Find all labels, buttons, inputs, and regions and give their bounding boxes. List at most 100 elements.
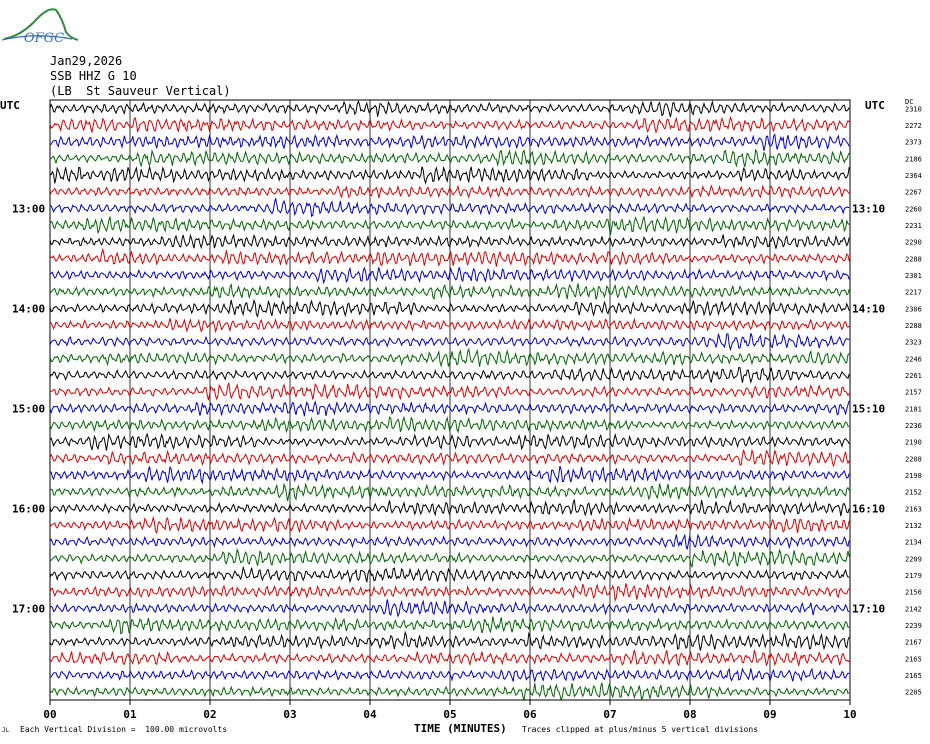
- trace-row-26: [49, 515, 850, 535]
- trace-row-24: [49, 482, 850, 502]
- dc-offset-label: 2239: [905, 622, 922, 630]
- trace-row-36: [49, 682, 850, 702]
- dc-offset-label: 2217: [905, 289, 922, 297]
- dc-offset-label: 2246: [905, 355, 922, 363]
- dc-offset-label: 2261: [905, 372, 922, 380]
- right-time-label: 13:10: [852, 202, 885, 215]
- trace-row-15: [49, 333, 850, 352]
- dc-offset-label: 2156: [905, 589, 922, 597]
- dc-offset-label: 2165: [905, 672, 922, 680]
- dc-offset-label: 2165: [905, 655, 922, 663]
- trace-row-22: [49, 448, 850, 468]
- trace-row-11: [49, 266, 850, 285]
- trace-row-12: [49, 282, 850, 301]
- trace-row-17: [49, 366, 850, 384]
- dc-offset-label: 2236: [905, 422, 922, 430]
- trace-row-8: [49, 216, 850, 236]
- trace-row-7: [49, 198, 850, 218]
- trace-row-16: [49, 347, 850, 368]
- logo-text: OFGC: [24, 31, 64, 44]
- right-time-label: 15:10: [852, 402, 885, 415]
- x-tick-label: 10: [843, 708, 856, 721]
- dc-offset-label: 2205: [905, 689, 922, 697]
- trace-row-20: [49, 415, 850, 434]
- x-axis-title: TIME (MINUTES): [414, 722, 507, 735]
- dc-offset-label: 2181: [905, 405, 922, 413]
- scale-note: Each Vertical Division = 100.00 microvol…: [20, 725, 228, 734]
- dc-offset-label: 2260: [905, 205, 922, 213]
- x-tick-label: 08: [683, 708, 696, 721]
- dc-offset-label: 2134: [905, 539, 922, 547]
- dc-offset-label: 2132: [905, 522, 922, 530]
- x-tick-label: 00: [43, 708, 56, 721]
- dc-offset-label: 2209: [905, 555, 922, 563]
- dc-offset-label: 2288: [905, 322, 922, 330]
- trace-row-3: [49, 133, 850, 151]
- left-time-label: 17:00: [12, 602, 45, 615]
- x-tick-label: 04: [363, 708, 377, 721]
- trace-row-32: [49, 616, 850, 635]
- dc-offset-label: 2301: [905, 272, 922, 280]
- header-channel: SSB HHZ G 10: [50, 69, 137, 83]
- right-time-label: 16:10: [852, 502, 885, 515]
- logo-swoosh: [1, 35, 73, 41]
- x-tick-label: 01: [123, 708, 137, 721]
- corner-mark: JL: [2, 727, 10, 734]
- trace-row-29: [49, 565, 850, 584]
- dc-label: DC: [905, 98, 913, 106]
- trace-row-28: [49, 547, 850, 568]
- trace-row-9: [49, 233, 850, 250]
- x-tick-label: 07: [603, 708, 616, 721]
- trace-row-33: [49, 630, 850, 651]
- plot-grid: [49, 99, 851, 705]
- trace-row-13: [49, 298, 850, 318]
- label-group: 00 01 02 03 04 05 06 07 08 09 10 UTC UTC DC 13:00 14:00…: [0, 98, 922, 721]
- right-time-label: 17:10: [852, 602, 885, 615]
- dc-offset-label: 2190: [905, 439, 922, 447]
- dc-offset-label: 2272: [905, 122, 922, 130]
- header-date: Jan29,2026: [50, 54, 123, 68]
- trace-row-21: [49, 432, 850, 452]
- dc-offset-label: 2157: [905, 389, 922, 397]
- trace-row-23: [49, 465, 850, 485]
- trace-row-5: [49, 165, 850, 185]
- dc-offset-label: 2208: [905, 455, 922, 463]
- x-tick-label: 06: [523, 708, 537, 721]
- trace-row-2: [49, 115, 850, 134]
- trace-row-6: [49, 184, 850, 200]
- left-time-label: 16:00: [12, 502, 45, 515]
- ofgc-logo: OFGC: [1, 8, 79, 44]
- trace-row-25: [49, 499, 850, 517]
- left-time-label: 13:00: [12, 202, 45, 215]
- dc-offset-label: 2310: [905, 105, 922, 113]
- dc-offset-label: 2163: [905, 505, 922, 513]
- dc-offset-label: 2231: [905, 222, 922, 230]
- dc-offset-label: 2323: [905, 339, 922, 347]
- trace-row-34: [49, 649, 850, 668]
- dc-offset-label: 2373: [905, 139, 922, 147]
- left-time-label: 14:00: [12, 302, 45, 315]
- dc-offset-label: 2267: [905, 189, 922, 197]
- dc-offset-label: 2198: [905, 472, 922, 480]
- dc-offset-label: 2186: [905, 155, 922, 163]
- right-axis-label: UTC: [865, 99, 885, 112]
- x-tick-label: 09: [763, 708, 776, 721]
- left-axis-label: UTC: [0, 99, 20, 112]
- x-tick-label: 02: [203, 708, 216, 721]
- trace-row-19: [49, 400, 850, 417]
- trace-row-27: [49, 533, 850, 550]
- x-tick-label: 05: [443, 708, 456, 721]
- trace-row-30: [49, 583, 850, 603]
- trace-group: [49, 100, 850, 702]
- dc-offset-label: 2142: [905, 605, 922, 613]
- trace-row-18: [49, 382, 850, 401]
- trace-row-35: [49, 667, 850, 684]
- trace-row-4: [49, 148, 850, 168]
- trace-row-10: [49, 247, 850, 268]
- trace-row-1: [49, 100, 850, 118]
- right-time-label: 14:10: [852, 302, 885, 315]
- dc-offset-label: 2364: [905, 172, 922, 180]
- dc-offset-label: 2290: [905, 239, 922, 247]
- header-station: (LB St Sauveur Vertical): [50, 84, 231, 98]
